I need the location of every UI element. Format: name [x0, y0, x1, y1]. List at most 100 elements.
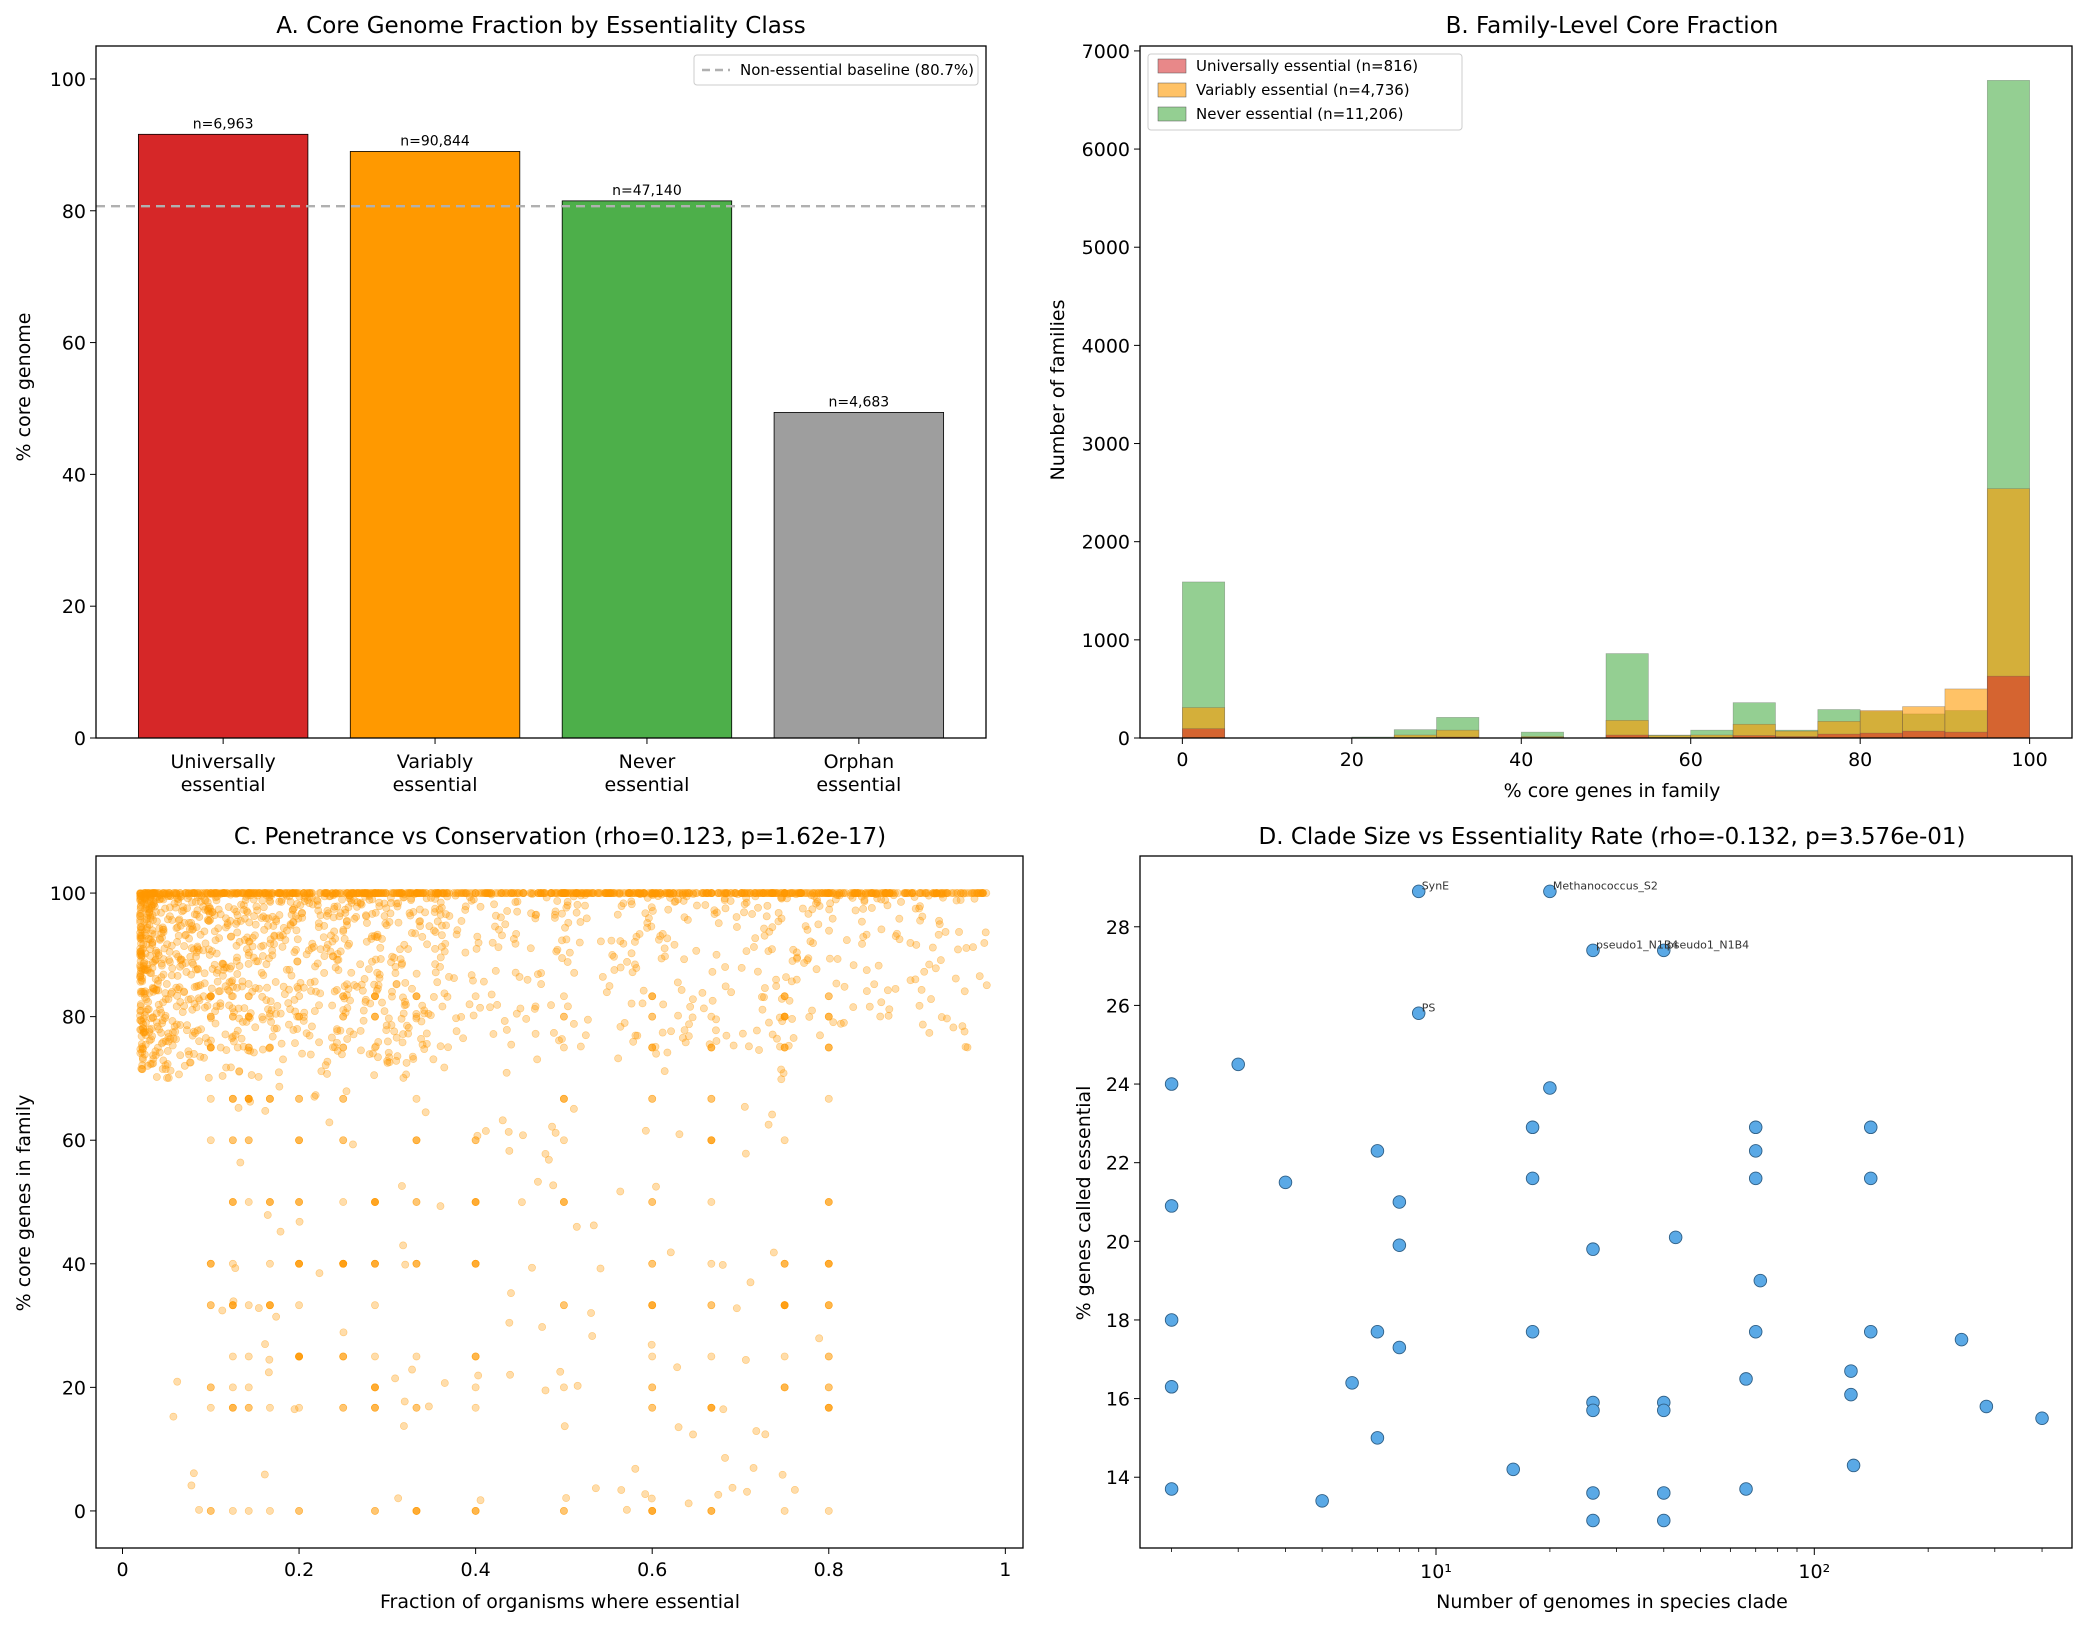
panel-c-point [343, 1004, 352, 1012]
panel-c-point [620, 1019, 629, 1027]
panel-c-point [240, 1004, 249, 1013]
panel-c-point [143, 889, 152, 897]
panel-c-point [602, 889, 611, 897]
panel-c-point [639, 889, 648, 897]
panel-c-point [496, 889, 505, 897]
panel-c-point [741, 889, 749, 897]
panel-c-point [228, 1136, 237, 1145]
panel-c-point [461, 948, 470, 957]
panel-c-point [412, 889, 420, 897]
panel-c-point [206, 1301, 215, 1310]
panel-c-point [276, 1009, 285, 1018]
panel-c-point [533, 970, 542, 979]
panel-c-point [292, 889, 300, 897]
panel-c-point [615, 890, 624, 898]
panel-d-ytick-label: 18 [1106, 1310, 1130, 1332]
panel-c-point [139, 893, 148, 902]
panel-c-point [137, 1025, 146, 1034]
panel-c-point [136, 1049, 145, 1058]
panel-c-point [806, 937, 815, 946]
panel-c-point [979, 889, 988, 897]
panel-c-point [192, 1003, 201, 1012]
panel-c-point [362, 937, 371, 946]
panel-c-point [374, 889, 383, 897]
panel-c-point [157, 973, 166, 982]
panel-c-point [648, 1043, 657, 1052]
panel-c-point [573, 1381, 582, 1390]
panel-c-point [154, 976, 163, 985]
panel-c-point [146, 968, 154, 977]
panel-c-ytick-label: 100 [50, 883, 86, 905]
panel-c-point [266, 1301, 274, 1310]
panel-c-point [824, 1301, 833, 1310]
panel-c-point [501, 889, 510, 897]
panel-c-point [959, 889, 968, 898]
panel-c-point [487, 889, 496, 898]
panel-c-point [329, 913, 338, 922]
panel-c-point [529, 889, 538, 898]
panel-c-point [296, 979, 305, 987]
panel-c-point [908, 889, 916, 897]
panel-c-point [681, 889, 690, 897]
panel-c-point [513, 889, 522, 897]
panel-b-legend-swatch-variable [1157, 82, 1187, 98]
panel-c-point [385, 1053, 394, 1062]
panel-c-point [720, 896, 729, 905]
panel-c-point [138, 951, 146, 960]
panel-c-point [797, 889, 806, 897]
panel-c-point [138, 1048, 146, 1057]
panel-c-point [174, 898, 183, 906]
panel-c-point [418, 1001, 427, 1010]
panel-c-point [742, 898, 751, 907]
panel-c-point [164, 995, 173, 1004]
panel-c-point [266, 1198, 274, 1206]
panel-c-point [357, 889, 366, 897]
panel-c-point [175, 1070, 183, 1079]
panel-c-point [826, 899, 835, 908]
panel-c-point [305, 889, 314, 897]
panel-c-point [669, 889, 678, 897]
panel-c-point [371, 1198, 379, 1206]
panel-c-point [707, 1403, 716, 1412]
panel-b: B. Family-Level Core Fraction % core gen… [1047, 13, 2073, 802]
panel-c-point [840, 982, 849, 991]
panel-c-point [780, 1383, 789, 1392]
panel-c-point [558, 936, 566, 945]
panel-c-point [138, 897, 147, 905]
panel-c-point [835, 891, 844, 900]
panel-d-annotation: pseudo1_N1B4 [1667, 938, 1749, 951]
panel-c-point [560, 889, 568, 897]
panel-c-point [412, 1507, 421, 1515]
panel-c-point [585, 889, 594, 897]
panel-c-point [544, 1155, 553, 1164]
panel-c-point [161, 989, 170, 998]
panel-c-point [471, 1259, 480, 1268]
panel-c-point [707, 1198, 716, 1206]
panel-c-point [955, 928, 963, 936]
panel-c-point [264, 1005, 272, 1014]
panel-c-point [833, 891, 842, 900]
panel-c-point [280, 990, 289, 999]
panel-c-point [148, 926, 157, 935]
panel-c-point [138, 1055, 147, 1064]
panel-c-point [374, 889, 383, 897]
panel-c-point [418, 1040, 427, 1049]
panel-c-point [155, 889, 164, 897]
panel-c-point [496, 913, 505, 922]
panel-c-point [228, 1352, 237, 1361]
panel-c-point [151, 956, 160, 964]
panel-c-point [228, 1198, 237, 1206]
panel-c-point [956, 896, 965, 904]
panel-c-point [379, 889, 388, 897]
panel-c-point [631, 1031, 640, 1040]
panel-c-point [214, 924, 223, 933]
panel-c-point [573, 889, 582, 897]
panel-c-point [387, 1021, 396, 1029]
panel-c-point [821, 889, 830, 897]
panel-c-point [560, 1012, 568, 1021]
panel-c-point [177, 955, 186, 964]
panel-c-point [699, 889, 708, 897]
panel-c-point [814, 889, 823, 897]
